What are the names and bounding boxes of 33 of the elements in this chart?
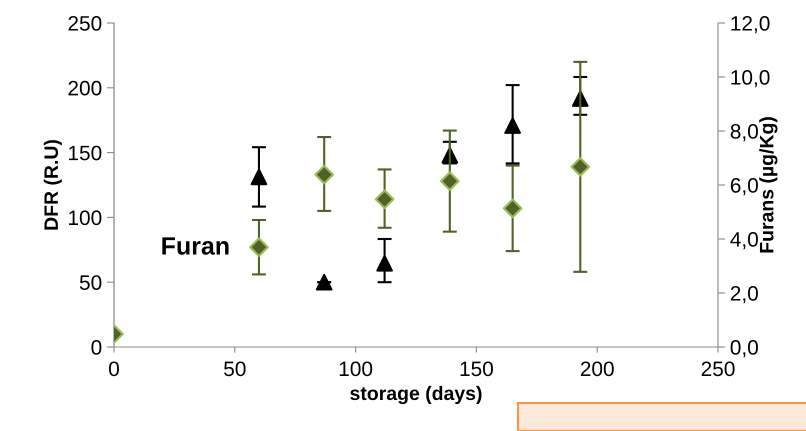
x-tick-label: 50 <box>224 361 246 376</box>
point <box>249 237 269 258</box>
text: Furan <box>162 237 229 255</box>
y2-axis-title: Furans (µg/Kg) <box>759 117 778 252</box>
point <box>374 189 394 210</box>
y2-tick-label: 6,0 <box>730 178 758 196</box>
x-tick-label: 250 <box>702 361 735 376</box>
point <box>376 254 393 272</box>
x-tick-label: 100 <box>340 361 372 376</box>
x-axis-title: storage (days) <box>350 386 482 404</box>
y-tick-label: 50 <box>80 275 102 290</box>
point <box>570 157 590 177</box>
y-tick-label: 150 <box>69 146 102 160</box>
x-tick-label: 0 <box>109 361 119 376</box>
y-tick-label: 200 <box>68 80 102 96</box>
y2-tick-label: 10,0 <box>731 70 770 88</box>
point <box>314 164 334 184</box>
x-tick-label: 200 <box>580 361 614 376</box>
point <box>316 274 333 291</box>
point <box>502 198 522 218</box>
y2-tick-label: 12,0 <box>731 16 770 34</box>
y2-tick-label: 0,0 <box>730 340 758 358</box>
point <box>250 168 268 186</box>
y2-tick-label: 2,0 <box>730 286 758 304</box>
y2-tick-label: 8,0 <box>730 124 758 142</box>
y-tick-label: 250 <box>68 16 102 31</box>
y-axis-title: DFR (R.U) <box>44 140 62 230</box>
point <box>504 117 521 134</box>
y-tick-label: 0 <box>91 340 102 355</box>
point <box>440 171 460 191</box>
x-tick-label: 150 <box>460 361 493 376</box>
y2-tick-label: 4,0 <box>730 232 758 250</box>
y-tick-label: 100 <box>69 210 102 226</box>
